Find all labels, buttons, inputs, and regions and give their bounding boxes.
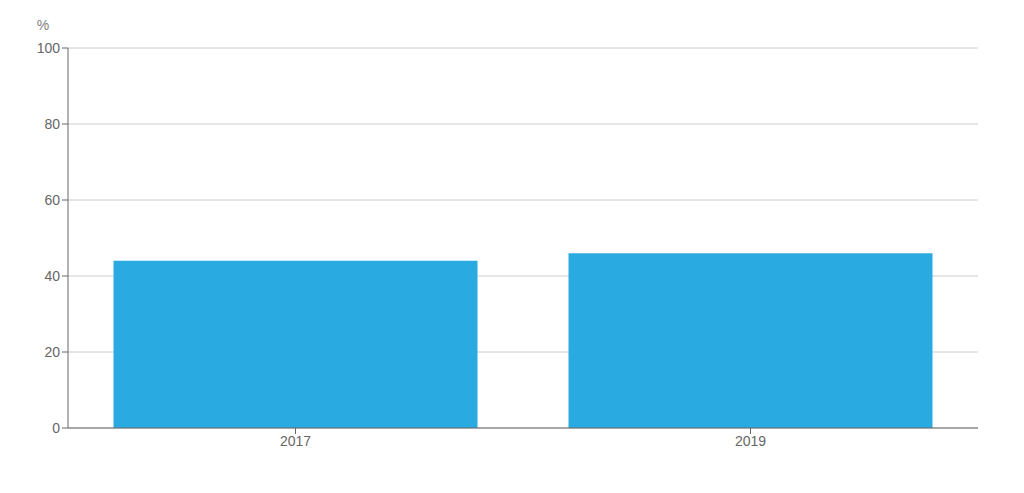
svg-text:60: 60 (44, 192, 60, 208)
svg-text:100: 100 (37, 40, 61, 56)
svg-text:80: 80 (44, 116, 60, 132)
svg-text:2017: 2017 (280, 433, 311, 449)
svg-text:40: 40 (44, 268, 60, 284)
svg-text:%: % (37, 17, 49, 33)
svg-text:20: 20 (44, 344, 60, 360)
svg-text:2019: 2019 (735, 433, 766, 449)
svg-text:0: 0 (52, 420, 60, 436)
